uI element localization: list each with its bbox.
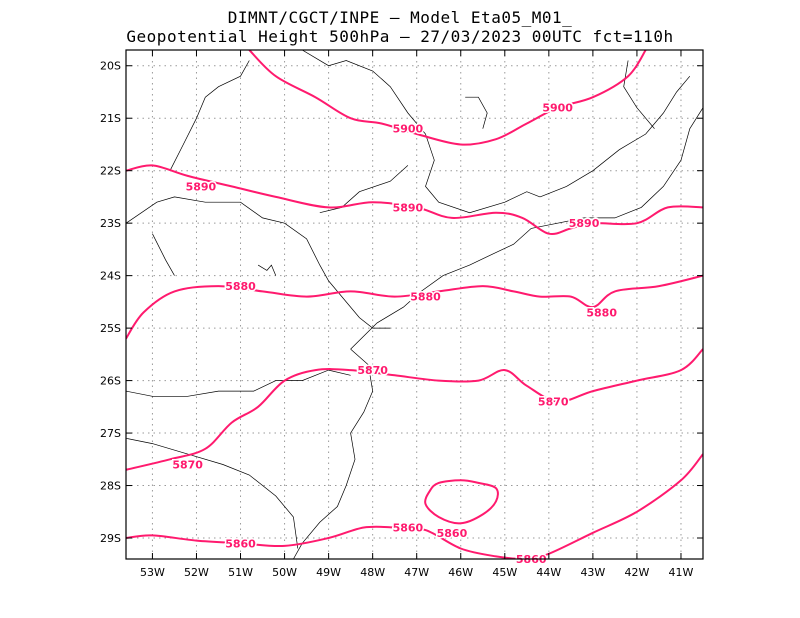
contour-label: 5880 xyxy=(225,280,256,293)
lon-tick-label: 48W xyxy=(360,566,385,579)
lat-tick-label: 20S xyxy=(100,60,121,73)
lat-tick-label: 21S xyxy=(100,112,121,125)
lon-tick-label: 46W xyxy=(448,566,473,579)
lon-tick-label: 43W xyxy=(580,566,605,579)
contour-label: 5890 xyxy=(569,217,600,230)
border-line xyxy=(319,165,409,214)
contour-label: 5900 xyxy=(393,123,424,136)
border-line xyxy=(152,233,175,276)
contour-line xyxy=(424,479,499,525)
border-line xyxy=(126,437,299,549)
contour-label: 5870 xyxy=(538,396,569,409)
lat-tick-label: 22S xyxy=(100,165,121,178)
lon-tick-label: 49W xyxy=(316,566,341,579)
contour-label: 5880 xyxy=(410,291,441,304)
contour-labels: 5900 5900 5890 5890 5890 5880 5880 5880 5870 5870… xyxy=(171,100,619,567)
contour-line xyxy=(126,453,703,559)
border-line xyxy=(169,60,250,171)
contour-label: 5890 xyxy=(186,180,217,193)
graticule xyxy=(126,50,703,559)
contour-line xyxy=(126,274,703,340)
contour-label: 5880 xyxy=(586,306,617,319)
state-borders-and-coastline xyxy=(126,50,703,559)
lon-tick-label: 53W xyxy=(140,566,165,579)
contour-line xyxy=(248,50,647,146)
border-line xyxy=(257,264,277,276)
lon-tick-label: 51W xyxy=(228,566,253,579)
contour-line xyxy=(126,164,703,236)
contour-label: 5900 xyxy=(542,102,573,115)
border-line xyxy=(350,107,703,350)
lat-tick-label: 27S xyxy=(100,427,121,440)
border-line xyxy=(126,369,351,397)
lat-tick-label: 28S xyxy=(100,480,121,493)
lon-tick-label: 45W xyxy=(492,566,517,579)
border-line xyxy=(302,50,541,214)
border-line xyxy=(539,75,691,198)
contour-line xyxy=(126,348,703,471)
border-line xyxy=(126,196,391,329)
map-frame xyxy=(125,49,704,560)
lat-tick-label: 26S xyxy=(100,375,121,388)
map-title-line2: Geopotential Height 500hPa – 27/03/2023 … xyxy=(126,27,674,46)
lon-tick-label: 52W xyxy=(184,566,209,579)
lat-tick-label: 25S xyxy=(100,322,121,335)
lon-tick-label: 47W xyxy=(404,566,429,579)
contour-label: 5890 xyxy=(393,201,424,214)
contour-label: 5870 xyxy=(172,459,203,472)
border-line xyxy=(465,96,488,129)
contour-label: 5860 xyxy=(225,537,256,550)
lon-tick-label: 44W xyxy=(536,566,561,579)
lon-tick-label: 42W xyxy=(624,566,649,579)
map-title-line1: DIMNT/CGCT/INPE – Model Eta05_M01_ xyxy=(227,8,573,27)
lon-tick-label: 50W xyxy=(272,566,297,579)
contour-label: 5870 xyxy=(357,364,388,377)
lat-tick-label: 24S xyxy=(100,270,121,283)
axis-ticks: 53W 52W 51W 50W 49W 48W 47W 46W 45W 44W 43W 42W 41W 2… xyxy=(100,50,703,579)
contour-label: 5860 xyxy=(437,527,468,540)
lat-tick-label: 29S xyxy=(100,532,121,545)
lon-tick-label: 41W xyxy=(669,566,694,579)
border-line xyxy=(623,60,655,129)
border-line xyxy=(293,348,374,559)
contour-label: 5860 xyxy=(393,522,424,535)
geopotential-contours xyxy=(126,50,703,559)
lat-tick-label: 23S xyxy=(100,217,121,230)
